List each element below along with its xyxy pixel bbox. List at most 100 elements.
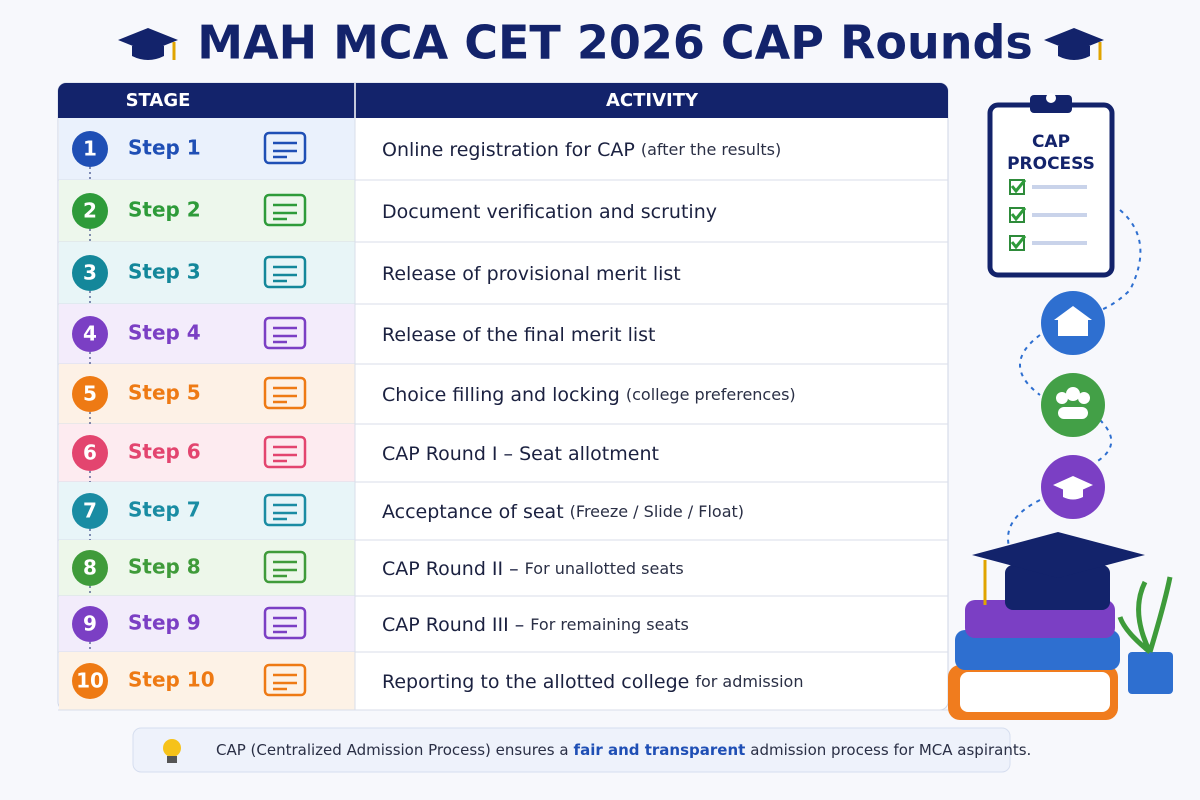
step-badge xyxy=(72,493,108,529)
activity: Document verification and scrutiny xyxy=(382,201,717,223)
icon-shape xyxy=(273,386,297,404)
activity-text: CAP Round II – xyxy=(382,558,519,580)
step-label: Step 2 xyxy=(128,198,201,222)
step-badge xyxy=(72,550,108,586)
icon-shape xyxy=(273,326,297,344)
activity-note: (Freeze / Slide / Float) xyxy=(570,502,744,521)
column-header: STAGE xyxy=(126,90,191,111)
icon-shape xyxy=(263,131,307,165)
step-number: 3 xyxy=(83,261,97,285)
activity: Acceptance of seat (Freeze / Slide / Floa… xyxy=(382,501,744,523)
step-label: Step 5 xyxy=(128,381,201,405)
icon-shape xyxy=(263,255,307,289)
activity: Release of provisional merit list xyxy=(382,263,681,285)
step-number: 4 xyxy=(83,322,97,346)
icon-shape xyxy=(273,503,297,521)
icon-shape xyxy=(273,265,297,283)
step-icon xyxy=(263,435,307,469)
step-badge xyxy=(72,606,108,642)
activity-text: Document verification and scrutiny xyxy=(382,201,717,223)
step-label: Step 1 xyxy=(128,136,201,160)
activity-text: Release of the final merit list xyxy=(382,324,656,346)
table-header xyxy=(58,83,948,118)
icon-shape xyxy=(263,663,307,697)
icon-shape xyxy=(263,193,307,227)
step-label: Step 6 xyxy=(128,440,201,464)
activity-text: CAP Round III – xyxy=(382,614,524,636)
activity: Online registration for CAP (after the re… xyxy=(382,139,781,161)
cap-icon xyxy=(1044,28,1104,60)
icon-shape xyxy=(273,560,297,578)
activity: CAP Round II – For unallotted seats xyxy=(382,558,684,580)
process-icons xyxy=(1041,291,1105,519)
activity-text: Choice filling and locking xyxy=(382,384,620,406)
icon-shape xyxy=(273,203,297,221)
activity-note: (college preferences) xyxy=(626,385,796,404)
step-label: Step 7 xyxy=(128,498,201,522)
activity: Reporting to the allotted college for adm… xyxy=(382,671,803,693)
step-number: 9 xyxy=(83,612,97,636)
step-icon xyxy=(263,550,307,584)
icon-shape xyxy=(263,376,307,410)
step-icon xyxy=(263,131,307,165)
activity-note: for admission xyxy=(695,672,803,691)
step-number: 8 xyxy=(83,556,97,580)
icon-shape xyxy=(273,445,297,463)
step-icon xyxy=(263,193,307,227)
step-badge xyxy=(72,316,108,352)
step-badge xyxy=(72,193,108,229)
step-number: 1 xyxy=(83,137,97,161)
step-icon xyxy=(263,493,307,527)
activity-text: Acceptance of seat xyxy=(382,501,564,523)
step-icon xyxy=(263,663,307,697)
cap-icon xyxy=(118,28,178,60)
step-number: 7 xyxy=(83,499,97,523)
step-label: Step 3 xyxy=(128,260,201,284)
activity-note: For remaining seats xyxy=(530,615,689,634)
icon-shape xyxy=(273,673,297,691)
activity-text: CAP Round I – Seat allotment xyxy=(382,443,659,465)
step-label: Step 10 xyxy=(128,668,215,692)
footer-text: CAP (Centralized Admission Process) ensu… xyxy=(216,741,569,759)
connector xyxy=(1007,209,1142,551)
activity: CAP Round I – Seat allotment xyxy=(382,443,659,465)
icon-shape xyxy=(263,435,307,469)
footer-note: CAP (Centralized Admission Process) ensu… xyxy=(216,741,1031,759)
clipboard-label: PROCESS xyxy=(1007,154,1095,174)
icon-shape xyxy=(273,141,297,159)
activity: CAP Round III – For remaining seats xyxy=(382,614,689,636)
step-number: 6 xyxy=(83,441,97,465)
clipboard-label: CAP xyxy=(1032,132,1070,152)
step-label: Step 9 xyxy=(128,611,201,635)
footer-text: admission process for MCA aspirants. xyxy=(750,741,1031,759)
step-badge xyxy=(72,131,108,167)
step-number: 5 xyxy=(83,382,97,406)
step-label: Step 4 xyxy=(128,321,201,345)
step-icon xyxy=(263,255,307,289)
clipboard xyxy=(987,93,1115,278)
step-badge xyxy=(72,663,108,699)
icon-shape xyxy=(273,616,297,634)
step-icon xyxy=(263,606,307,640)
step-badge xyxy=(72,376,108,412)
step-number: 10 xyxy=(76,669,104,693)
step-badge xyxy=(72,435,108,471)
activity-text: Online registration for CAP xyxy=(382,139,635,161)
icon-shape xyxy=(263,550,307,584)
activity-note: (after the results) xyxy=(641,140,781,159)
icon-shape xyxy=(263,316,307,350)
step-icon xyxy=(263,376,307,410)
activity-text: Release of provisional merit list xyxy=(382,263,681,285)
title: MAH MCA CET 2026 CAP Rounds xyxy=(197,16,1033,70)
step-icon xyxy=(263,316,307,350)
footer-box xyxy=(132,727,1011,773)
column-header: ACTIVITY xyxy=(606,90,699,111)
icon-shape xyxy=(263,606,307,640)
activity-text: Reporting to the allotted college xyxy=(382,671,689,693)
bulb-icon xyxy=(163,739,181,763)
step-badge xyxy=(72,255,108,291)
activity: Choice filling and locking (college prefe… xyxy=(382,384,796,406)
step-number: 2 xyxy=(83,199,97,223)
books xyxy=(948,532,1173,720)
